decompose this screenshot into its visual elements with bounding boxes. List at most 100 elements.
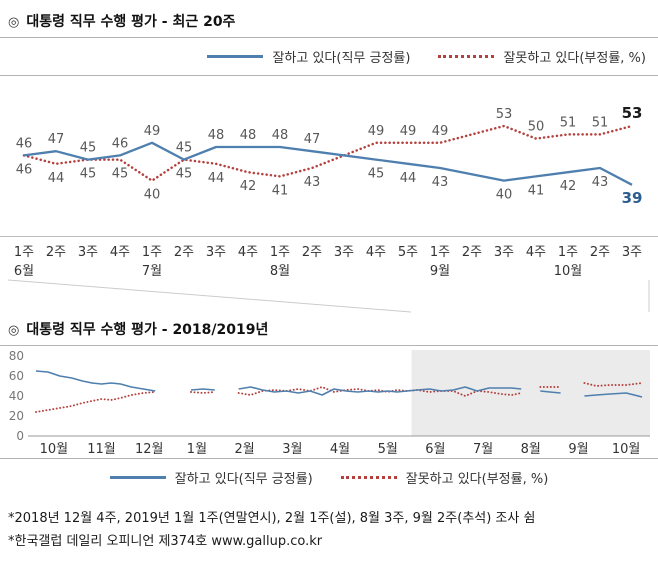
month-label: 10월 <box>612 442 641 457</box>
negative-point-label: 43 <box>304 175 321 190</box>
negative-point-label: 51 <box>592 115 609 130</box>
positive-point-label: 40 <box>496 188 513 203</box>
month-label: 7월 <box>473 442 493 457</box>
divider <box>0 458 658 459</box>
month-label: 9월 <box>568 442 588 457</box>
recent-section-header: ◎ 대통령 직무 수행 평가 - 최근 20주 <box>0 0 658 37</box>
month-label: 10월 <box>553 264 583 279</box>
negative-point-label: 46 <box>16 162 33 177</box>
negative-point-label: 50 <box>528 120 545 135</box>
negative-point-label: 41 <box>272 183 289 198</box>
week-label: 3주 <box>205 245 227 260</box>
divider <box>0 236 658 237</box>
positive-line-sample-icon <box>109 476 166 479</box>
week-label: 2주 <box>461 245 483 260</box>
divider <box>0 345 658 346</box>
week-label: 3주 <box>77 245 99 260</box>
negative-legend-label: 잘못하고 있다(부정률, %) <box>503 51 646 66</box>
negative-line <box>190 391 216 394</box>
negative-point-label: 40 <box>144 188 161 203</box>
zoom-connector <box>7 279 650 313</box>
negative-point-label: 45 <box>80 167 97 182</box>
positive-line <box>190 388 215 391</box>
negative-line <box>35 391 157 413</box>
connector-left-line <box>7 279 412 313</box>
positive-point-label: 42 <box>560 179 577 194</box>
positive-line <box>238 386 522 396</box>
week-label: 1주 <box>141 245 163 260</box>
y-tick-label: 60 <box>9 369 24 383</box>
month-label: 8월 <box>521 442 541 457</box>
positive-line <box>35 370 156 392</box>
yearly-section-title: 대통령 직무 수행 평가 - 2018/2019년 <box>26 322 269 338</box>
y-tick-label: 40 <box>9 389 24 403</box>
negative-point-label: 49 <box>432 124 449 139</box>
footnote-survey-breaks: *2018년 12월 4주, 2019년 1월 1주(연말연시), 2월 1주(… <box>8 511 536 526</box>
positive-point-label: 46 <box>16 136 33 151</box>
y-tick-label: 20 <box>9 409 24 423</box>
month-label: 3월 <box>282 442 302 457</box>
recent-legend: 잘하고 있다(직무 긍정률) 잘못하고 있다(부정률, %) <box>0 38 658 75</box>
month-label: 5월 <box>378 442 398 457</box>
positive-point-label: 47 <box>48 132 65 147</box>
month-label: 6월 <box>425 442 445 457</box>
positive-point-label: 44 <box>400 171 417 186</box>
positive-line <box>23 141 633 186</box>
negative-point-label: 44 <box>48 171 65 186</box>
week-label: 2주 <box>301 245 323 260</box>
month-label: 9월 <box>429 264 451 279</box>
negative-point-label: 45 <box>176 167 193 182</box>
negative-point-label: 42 <box>240 179 257 194</box>
yearly-legend: 잘하고 있다(직무 긍정률) 잘못하고 있다(부정률, %) <box>0 459 658 496</box>
negative-point-label: 49 <box>400 124 417 139</box>
month-label: 1월 <box>187 442 207 457</box>
positive-point-label: 48 <box>208 128 225 143</box>
positive-point-label: 48 <box>240 128 257 143</box>
positive-point-label: 48 <box>272 128 289 143</box>
y-tick-label: 0 <box>16 429 24 443</box>
positive-point-label: 47 <box>304 132 321 147</box>
week-label: 5주 <box>397 245 419 260</box>
negative-point-label: 51 <box>560 115 577 130</box>
week-label: 4주 <box>525 245 547 260</box>
month-label: 7월 <box>141 264 163 279</box>
negative-point-label: 44 <box>208 171 225 186</box>
positive-line <box>540 390 561 394</box>
negative-point-label: 45 <box>112 167 129 182</box>
positive-line-sample-icon <box>207 55 264 58</box>
week-label: 3주 <box>621 245 643 260</box>
section-marker-icon: ◎ <box>8 15 20 30</box>
positive-line <box>584 392 643 398</box>
week-label: 1주 <box>429 245 451 260</box>
positive-legend-label: 잘하고 있다(직무 긍정률) <box>272 51 411 66</box>
positive-point-label: 41 <box>528 183 545 198</box>
positive-point-label: 39 <box>622 189 643 207</box>
yearly-section-header: ◎ 대통령 직무 수행 평가 - 2018/2019년 <box>0 313 658 345</box>
week-label: 4주 <box>237 245 259 260</box>
positive-point-label: 46 <box>112 136 129 151</box>
divider <box>0 37 658 38</box>
positive-point-label: 45 <box>368 167 385 182</box>
negative-legend-label: 잘못하고 있다(부정률, %) <box>405 472 549 487</box>
month-label: 10월 <box>40 442 69 457</box>
month-label: 12월 <box>135 442 164 457</box>
divider <box>0 75 658 76</box>
positive-legend-label: 잘하고 있다(직무 긍정률) <box>174 472 313 487</box>
section-marker-icon: ◎ <box>8 323 20 338</box>
week-label: 4주 <box>109 245 131 260</box>
month-label: 2월 <box>234 442 254 457</box>
negative-point-label: 49 <box>368 124 385 139</box>
week-label: 1주 <box>269 245 291 260</box>
week-label: 2주 <box>589 245 611 260</box>
yearly-trend-chart: 0 20 40 60 80 10월 11월 12월 1월 2월 3월 4월 5월 6월 7월 8월 9월 10월 <box>9 349 650 457</box>
week-label: 2주 <box>45 245 67 260</box>
week-label: 3주 <box>493 245 515 260</box>
positive-point-label: 43 <box>432 175 449 190</box>
positive-point-label: 49 <box>144 124 161 139</box>
y-tick-label: 80 <box>9 349 24 363</box>
week-label: 1주 <box>13 245 35 260</box>
positive-point-label: 45 <box>176 141 193 156</box>
recent-axis: 1주 2주 3주 4주 1주 2주 3주 4주 1주 2주 3주 4주 5주 1주 2주 3주 4주 1주 2주 3주… <box>0 237 658 279</box>
recent-section-title: 대통령 직무 수행 평가 - 최근 20주 <box>26 14 236 30</box>
